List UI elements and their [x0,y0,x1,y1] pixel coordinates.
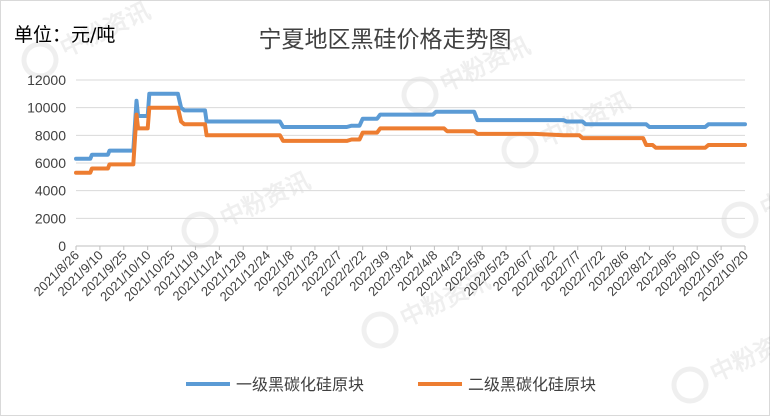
y-tick-label: 12000 [27,72,66,88]
legend: 一级黑碳化硅原块 二级黑碳化硅原块 [186,375,596,394]
watermark-text: 中粉资讯 [436,32,535,98]
watermark-logo [21,41,59,79]
watermark-text: 中粉资讯 [56,0,155,63]
y-axis-ticks: 0 2000 4000 6000 8000 10000 12000 [27,72,66,254]
watermark-text: 中粉资讯 [706,322,770,388]
series-layer [74,91,747,175]
series-line-2 [74,105,747,175]
grid-lines [76,79,745,247]
watermark: 中粉资讯 [181,167,315,249]
watermark-logo [671,366,709,404]
y-tick-label: 8000 [35,127,66,143]
watermark-logo [721,201,759,239]
legend-label-2: 二级黑碳化硅原块 [468,375,596,394]
y-tick-label: 2000 [35,210,66,226]
series-line-1 [74,91,747,161]
watermark: 中粉资讯 [401,32,535,114]
watermark-text: 中粉资讯 [756,157,770,223]
unit-label: 单位：元/吨 [14,24,116,46]
watermark-logo [181,211,219,249]
watermark: 中粉资讯 [501,87,635,169]
y-tick-label: 10000 [27,100,66,116]
x-axis-ticks: 2021/8/262021/9/102021/9/252021/10/10202… [31,246,751,304]
y-tick-label: 0 [58,238,66,254]
y-tick-label: 4000 [35,183,66,199]
watermark: 中粉资讯 [671,322,770,404]
watermark-logo [361,311,399,349]
y-tick-label: 6000 [35,155,66,171]
watermark-text: 中粉资讯 [216,167,315,233]
watermark: 中粉资讯 [21,0,155,79]
legend-label-1: 一级黑碳化硅原块 [236,375,364,394]
chart-title: 宁夏地区黑硅价格走势图 [258,27,512,53]
watermark: 中粉资讯 [721,157,770,239]
